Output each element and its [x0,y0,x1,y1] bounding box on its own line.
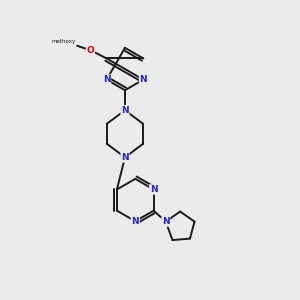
Text: N: N [121,106,129,115]
Text: N: N [131,217,139,226]
Text: O: O [86,46,94,55]
Text: N: N [150,185,158,194]
Text: N: N [162,217,169,226]
Text: N: N [140,75,147,84]
Text: N: N [121,153,129,162]
Text: methoxy: methoxy [51,39,76,44]
Text: N: N [103,75,110,84]
